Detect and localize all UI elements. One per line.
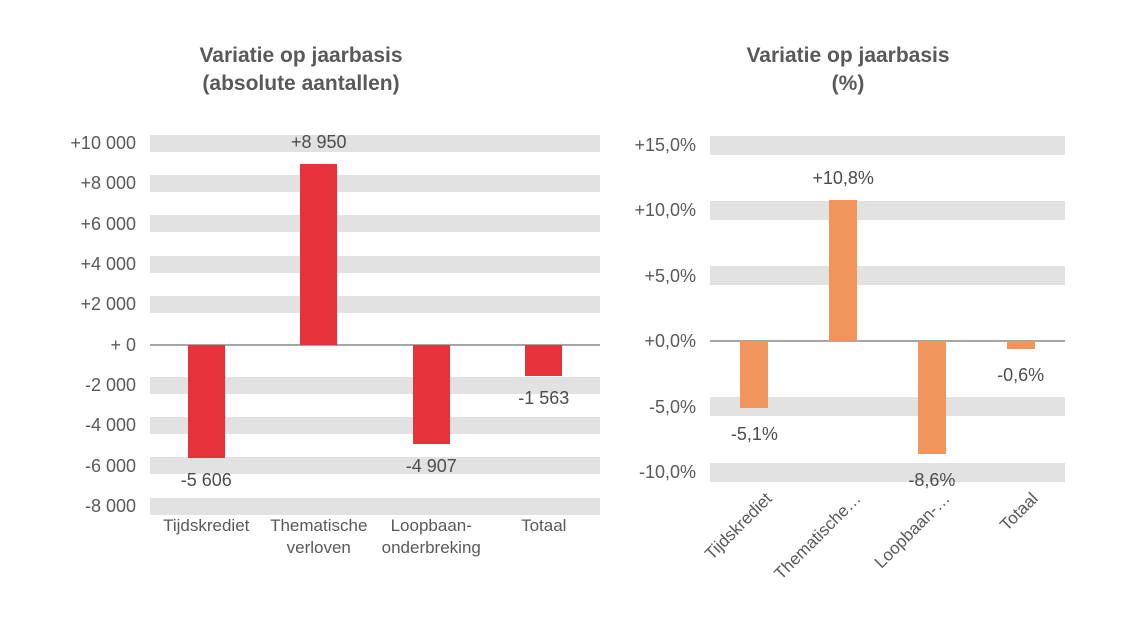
bar — [740, 341, 769, 408]
chart-title-line: Variatie op jaarbasis — [199, 44, 403, 67]
gridline-stripe — [710, 266, 1065, 286]
gridline-stripe — [150, 416, 600, 434]
gridline-stripe — [710, 397, 1065, 417]
bar-value-label: -8,6% — [908, 469, 956, 490]
bar — [917, 341, 946, 454]
bar — [525, 344, 563, 377]
x-category-label: Totaal — [996, 489, 1043, 535]
chart-title-percent: Variatie op jaarbasis (%) — [746, 42, 949, 98]
bar-value-label: -5,1% — [730, 423, 778, 444]
gridline-stripe — [150, 215, 600, 233]
x-category-label-line: Loopbaan- — [390, 516, 472, 535]
bar — [829, 199, 858, 342]
bar — [412, 344, 450, 444]
gridline-stripe — [710, 462, 1065, 482]
x-category-label: Tijdskrediet — [701, 489, 776, 564]
gridline-stripe — [150, 497, 600, 515]
x-category-label: Loopbaan-… — [870, 489, 954, 572]
gridline-stripe — [150, 295, 600, 313]
bar-value-label: -5 606 — [180, 469, 232, 490]
bar-value-label: -0,6% — [997, 365, 1045, 386]
chart-title-line: (%) — [831, 72, 865, 95]
bar — [187, 344, 225, 458]
x-category-label: Thematische… — [770, 489, 865, 584]
x-category-label-line: verloven — [286, 538, 351, 557]
y-axis-tick-label: -2 000 — [84, 375, 136, 395]
y-axis-tick-label: +10 000 — [70, 133, 136, 153]
y-axis-tick-label: -8 000 — [84, 496, 136, 516]
chart-title-absolute: Variatie op jaarbasis (absolute aantalle… — [199, 42, 402, 98]
gridline-stripe — [150, 134, 600, 152]
y-axis-tick-label: -6 000 — [84, 455, 136, 476]
x-category-label-line: Tijdskrediet — [163, 516, 250, 535]
y-axis-tick-label: +10,0% — [634, 200, 696, 221]
y-axis-tick-label: +15,0% — [634, 135, 696, 155]
gridline-stripe — [150, 255, 600, 273]
gridline-stripe — [710, 200, 1065, 220]
bar-value-label: +8 950 — [290, 132, 347, 153]
zero-axis-line — [150, 343, 600, 346]
gridline-stripe — [710, 135, 1065, 155]
bar-value-label: -1 563 — [518, 388, 570, 409]
x-category-label-line: onderbreking — [381, 538, 481, 557]
gridline-stripe — [150, 376, 600, 394]
y-axis-tick-label: -4 000 — [84, 415, 136, 436]
y-axis-tick-label: +8 000 — [80, 173, 136, 194]
y-axis-tick-label: +0,0% — [644, 331, 696, 352]
x-category-label-line: Totaal — [521, 516, 567, 535]
y-axis-tick-label: +4 000 — [80, 254, 136, 274]
y-axis-tick-label: +6 000 — [80, 213, 136, 234]
y-axis-tick-label: -5,0% — [648, 396, 696, 417]
gridline-stripe — [150, 457, 600, 475]
y-axis-tick-label: +2 000 — [80, 294, 136, 315]
bar-value-label: +10,8% — [812, 167, 874, 188]
x-category-label: Totaal — [488, 515, 601, 537]
x-category-label-line: Thematische — [270, 516, 368, 535]
y-axis-tick-label: + 0 — [110, 334, 136, 355]
chart-title-line: Variatie op jaarbasis — [746, 44, 950, 67]
bar — [300, 164, 338, 345]
y-axis-tick-label: -10,0% — [638, 462, 696, 482]
zero-axis-line — [710, 340, 1065, 343]
x-category-label: Loopbaan-onderbreking — [375, 515, 488, 559]
bar — [1006, 341, 1035, 350]
chart-title-line: (absolute aantallen) — [202, 72, 400, 95]
gridline-stripe — [150, 174, 600, 192]
bar-value-label: -4 907 — [405, 455, 457, 476]
x-category-label: Thematische verloven — [263, 515, 376, 559]
x-category-label: Tijdskrediet — [150, 515, 263, 537]
y-axis-tick-label: +5,0% — [644, 265, 696, 286]
